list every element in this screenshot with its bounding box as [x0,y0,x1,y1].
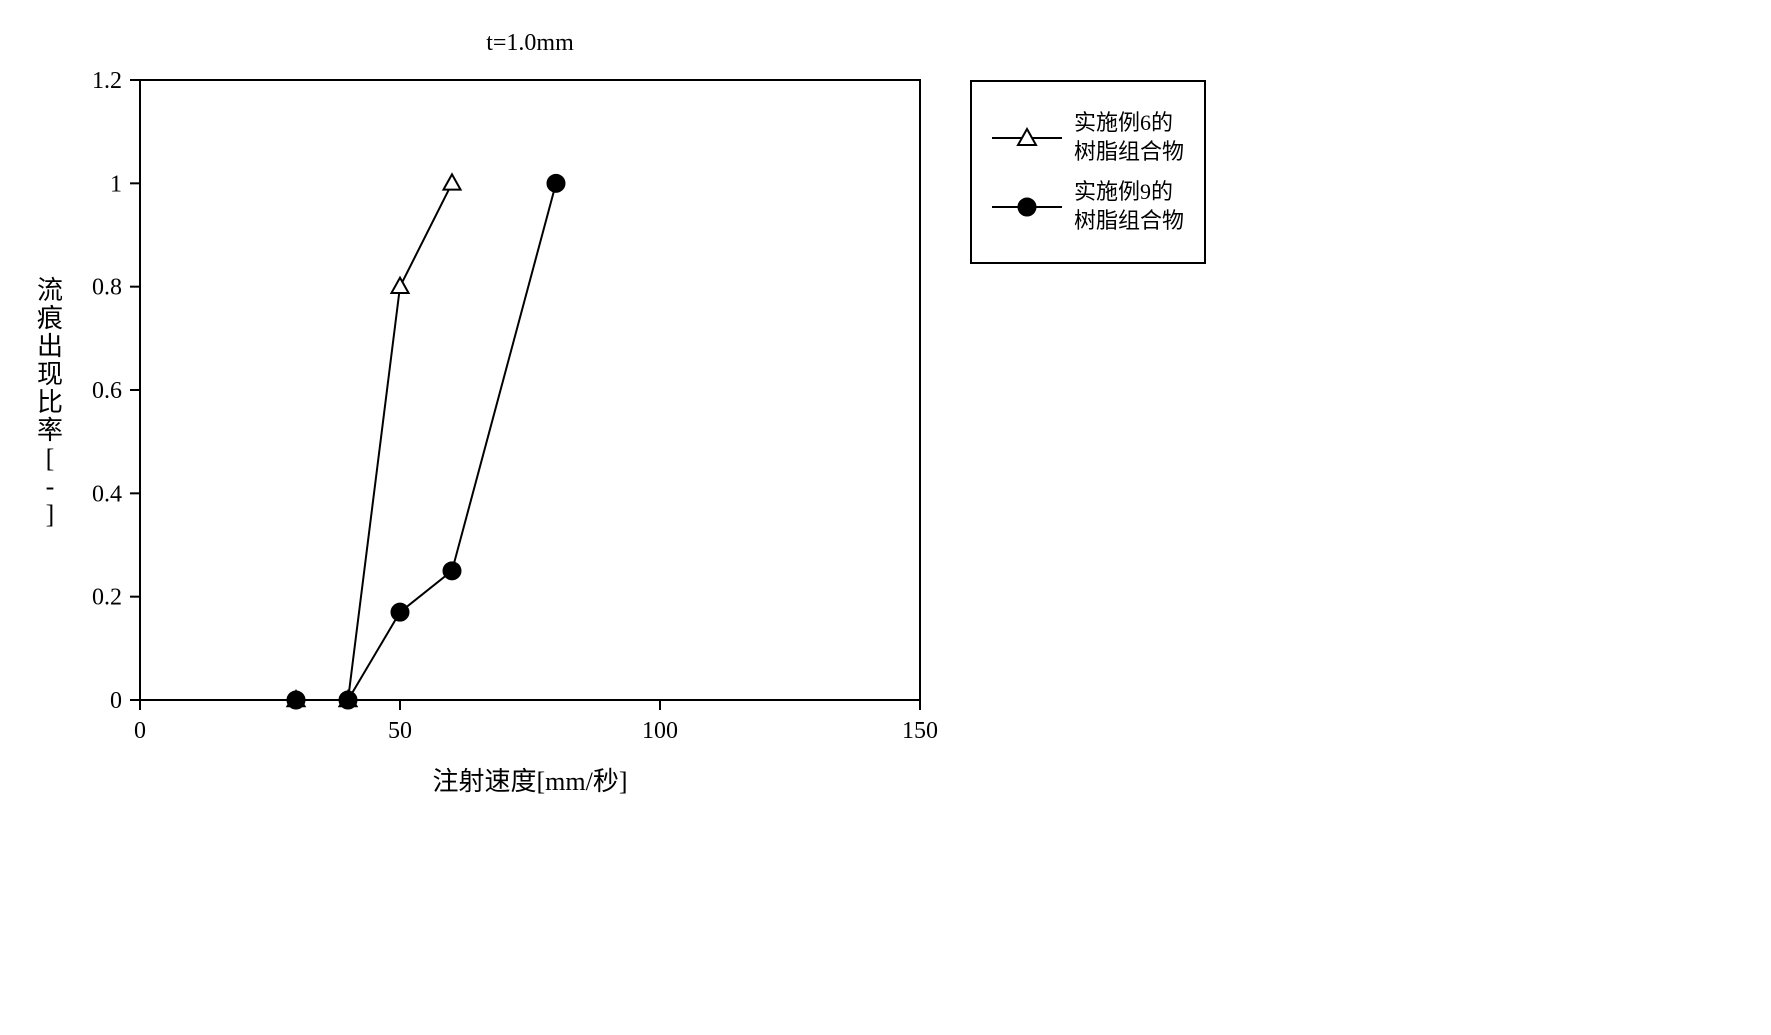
y-tick-label: 0.2 [92,585,122,611]
y-axis-label-char: 出 [37,332,63,361]
chart-svg: t=1.0mm 0 50 100 150 0 0.2 0.4 0.6 0.8 1 1.2 注射速度[mm… [20,20,940,810]
legend-label-line2: 树脂组合物 [1074,207,1184,236]
x-tick-label: 50 [388,718,412,744]
triangle-open-icon [443,174,460,189]
y-axis-label-char: 率 [37,416,63,445]
y-tick-label: 0.4 [92,481,122,507]
legend-box: 实施例6的 树脂组合物 实施例9的 树脂组合物 [970,80,1206,264]
x-tick-label: 0 [134,718,146,744]
y-tick-label: 0.8 [92,275,122,301]
triangle-open-icon [1016,127,1038,149]
x-tick-label: 150 [902,718,938,744]
circle-filled-icon [443,562,461,580]
y-tick-label: 0.6 [92,378,122,404]
y-axis-label-char: 流 [37,276,63,305]
legend-marker-series9 [992,195,1062,219]
plot-border [140,80,920,700]
y-axis-label-char: 痕 [37,304,63,333]
legend-item-series6: 实施例6的 树脂组合物 [992,109,1184,166]
x-axis-label: 注射速度[mm/秒] [433,767,628,796]
circle-filled-icon [391,603,409,621]
series-line-series9 [296,183,556,700]
chart-title: t=1.0mm [486,30,574,56]
y-axis-label-char: ] [46,500,55,529]
y-axis-label-char: [ [46,444,55,473]
chart-wrapper: t=1.0mm 0 50 100 150 0 0.2 0.4 0.6 0.8 1 1.2 注射速度[mm… [20,20,940,815]
circle-filled-icon [287,691,305,709]
legend-label-series9: 实施例9的 树脂组合物 [1074,178,1184,235]
y-axis-label-char: 比 [37,388,63,417]
y-tick-label: 0 [110,688,122,714]
legend-label-line1: 实施例9的 [1074,178,1184,207]
x-tick-label: 100 [642,718,678,744]
figure-container: t=1.0mm 0 50 100 150 0 0.2 0.4 0.6 0.8 1 1.2 注射速度[mm… [20,20,1751,815]
legend-label-series6: 实施例6的 树脂组合物 [1074,109,1184,166]
triangle-open-icon [391,278,408,293]
y-axis-label-char: 现 [37,360,63,389]
legend-label-line2: 树脂组合物 [1074,138,1184,167]
series-line-series6 [296,183,452,700]
legend-marker-series6 [992,126,1062,150]
circle-filled-icon [339,691,357,709]
y-tick-label: 1 [110,171,122,197]
legend-label-line1: 实施例6的 [1074,109,1184,138]
y-tick-label: 1.2 [92,68,122,94]
circle-filled-icon [1016,196,1038,218]
y-axis-label-char: - [46,472,55,501]
circle-filled-icon [547,174,565,192]
legend-item-series9: 实施例9的 树脂组合物 [992,178,1184,235]
